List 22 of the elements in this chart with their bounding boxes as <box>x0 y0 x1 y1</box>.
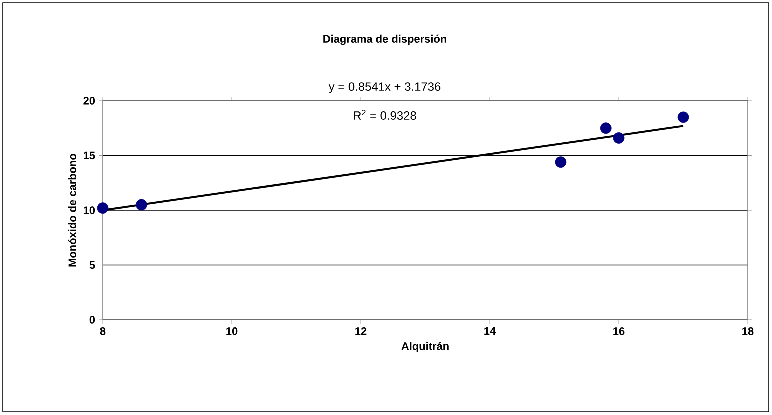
point <box>613 132 625 144</box>
point <box>600 122 612 134</box>
chart-title: Diagrama de dispersión <box>324 34 446 46</box>
x-tick-label: 10 <box>226 328 238 336</box>
point <box>97 202 109 214</box>
x-tick-label: 8 <box>100 328 106 336</box>
text: y = 0.8541x + 3.1736 <box>328 82 441 94</box>
point <box>136 199 148 211</box>
x-tick-label: 12 <box>356 328 367 336</box>
y-axis-title: Monóxido de carbono <box>68 154 76 267</box>
annotation: R$^{2}$ = 0.9328 <box>354 110 416 120</box>
point <box>555 156 567 168</box>
y-tick-label: 5 <box>90 261 96 270</box>
y-tick-label: 10 <box>84 206 96 214</box>
x-axis-title: Alquitrán <box>402 342 449 352</box>
x-tick-label: 16 <box>614 328 625 336</box>
point <box>678 112 690 124</box>
x-tick-label: 14 <box>484 328 496 336</box>
x-tick-label: 18 <box>742 328 754 336</box>
y-tick-label: 0 <box>90 316 96 324</box>
y-tick-label: 20 <box>84 97 96 105</box>
y-tick-label: 15 <box>84 152 96 160</box>
